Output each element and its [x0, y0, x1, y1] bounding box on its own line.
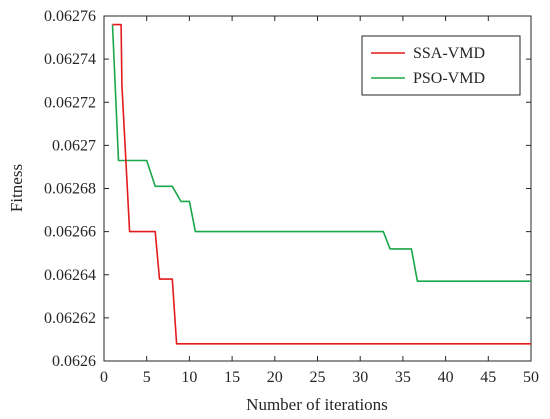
legend-label-pso-vmd: PSO-VMD [413, 70, 485, 87]
y-tick-label: 0.06274 [44, 51, 96, 68]
x-tick-label: 40 [438, 369, 454, 386]
x-tick-label: 0 [100, 369, 108, 386]
y-tick-label: 0.06262 [44, 310, 96, 327]
legend-box [361, 35, 521, 96]
x-tick-label: 50 [523, 369, 539, 386]
y-axis-label: Fitness [7, 164, 26, 212]
series-line-pso-vmd [111, 24, 531, 283]
x-axis-label: Number of iterations [246, 395, 388, 414]
y-tick-label: 0.06266 [44, 224, 96, 241]
x-tick-label: 20 [267, 369, 283, 386]
series-line-ssa-vmd [112, 23, 531, 345]
y-tick-label: 0.0626 [52, 353, 96, 370]
x-tick-label: 25 [310, 369, 326, 386]
legend: SSA-VMD PSO-VMD [361, 35, 521, 96]
y-tick-label: 0.0627 [52, 137, 96, 154]
x-tick-label: 5 [143, 369, 151, 386]
series-layer [111, 23, 531, 345]
y-tick-label: 0.06268 [44, 181, 96, 198]
y-tick-label: 0.06264 [44, 267, 96, 284]
x-tick-label: 15 [224, 369, 240, 386]
x-axis-ticks: 0 5 10 15 20 25 30 35 40 45 50 [100, 16, 539, 386]
x-tick-label: 45 [480, 369, 496, 386]
y-tick-label: 0.06272 [44, 94, 96, 111]
y-axis-ticks: 0.0626 0.06262 0.06264 0.06266 0.06268 0.0627… [44, 8, 531, 370]
x-tick-label: 35 [395, 369, 411, 386]
x-tick-label: 10 [181, 369, 197, 386]
y-tick-label: 0.06276 [44, 8, 96, 25]
x-tick-label: 30 [352, 369, 368, 386]
legend-label-ssa-vmd: SSA-VMD [413, 45, 485, 62]
